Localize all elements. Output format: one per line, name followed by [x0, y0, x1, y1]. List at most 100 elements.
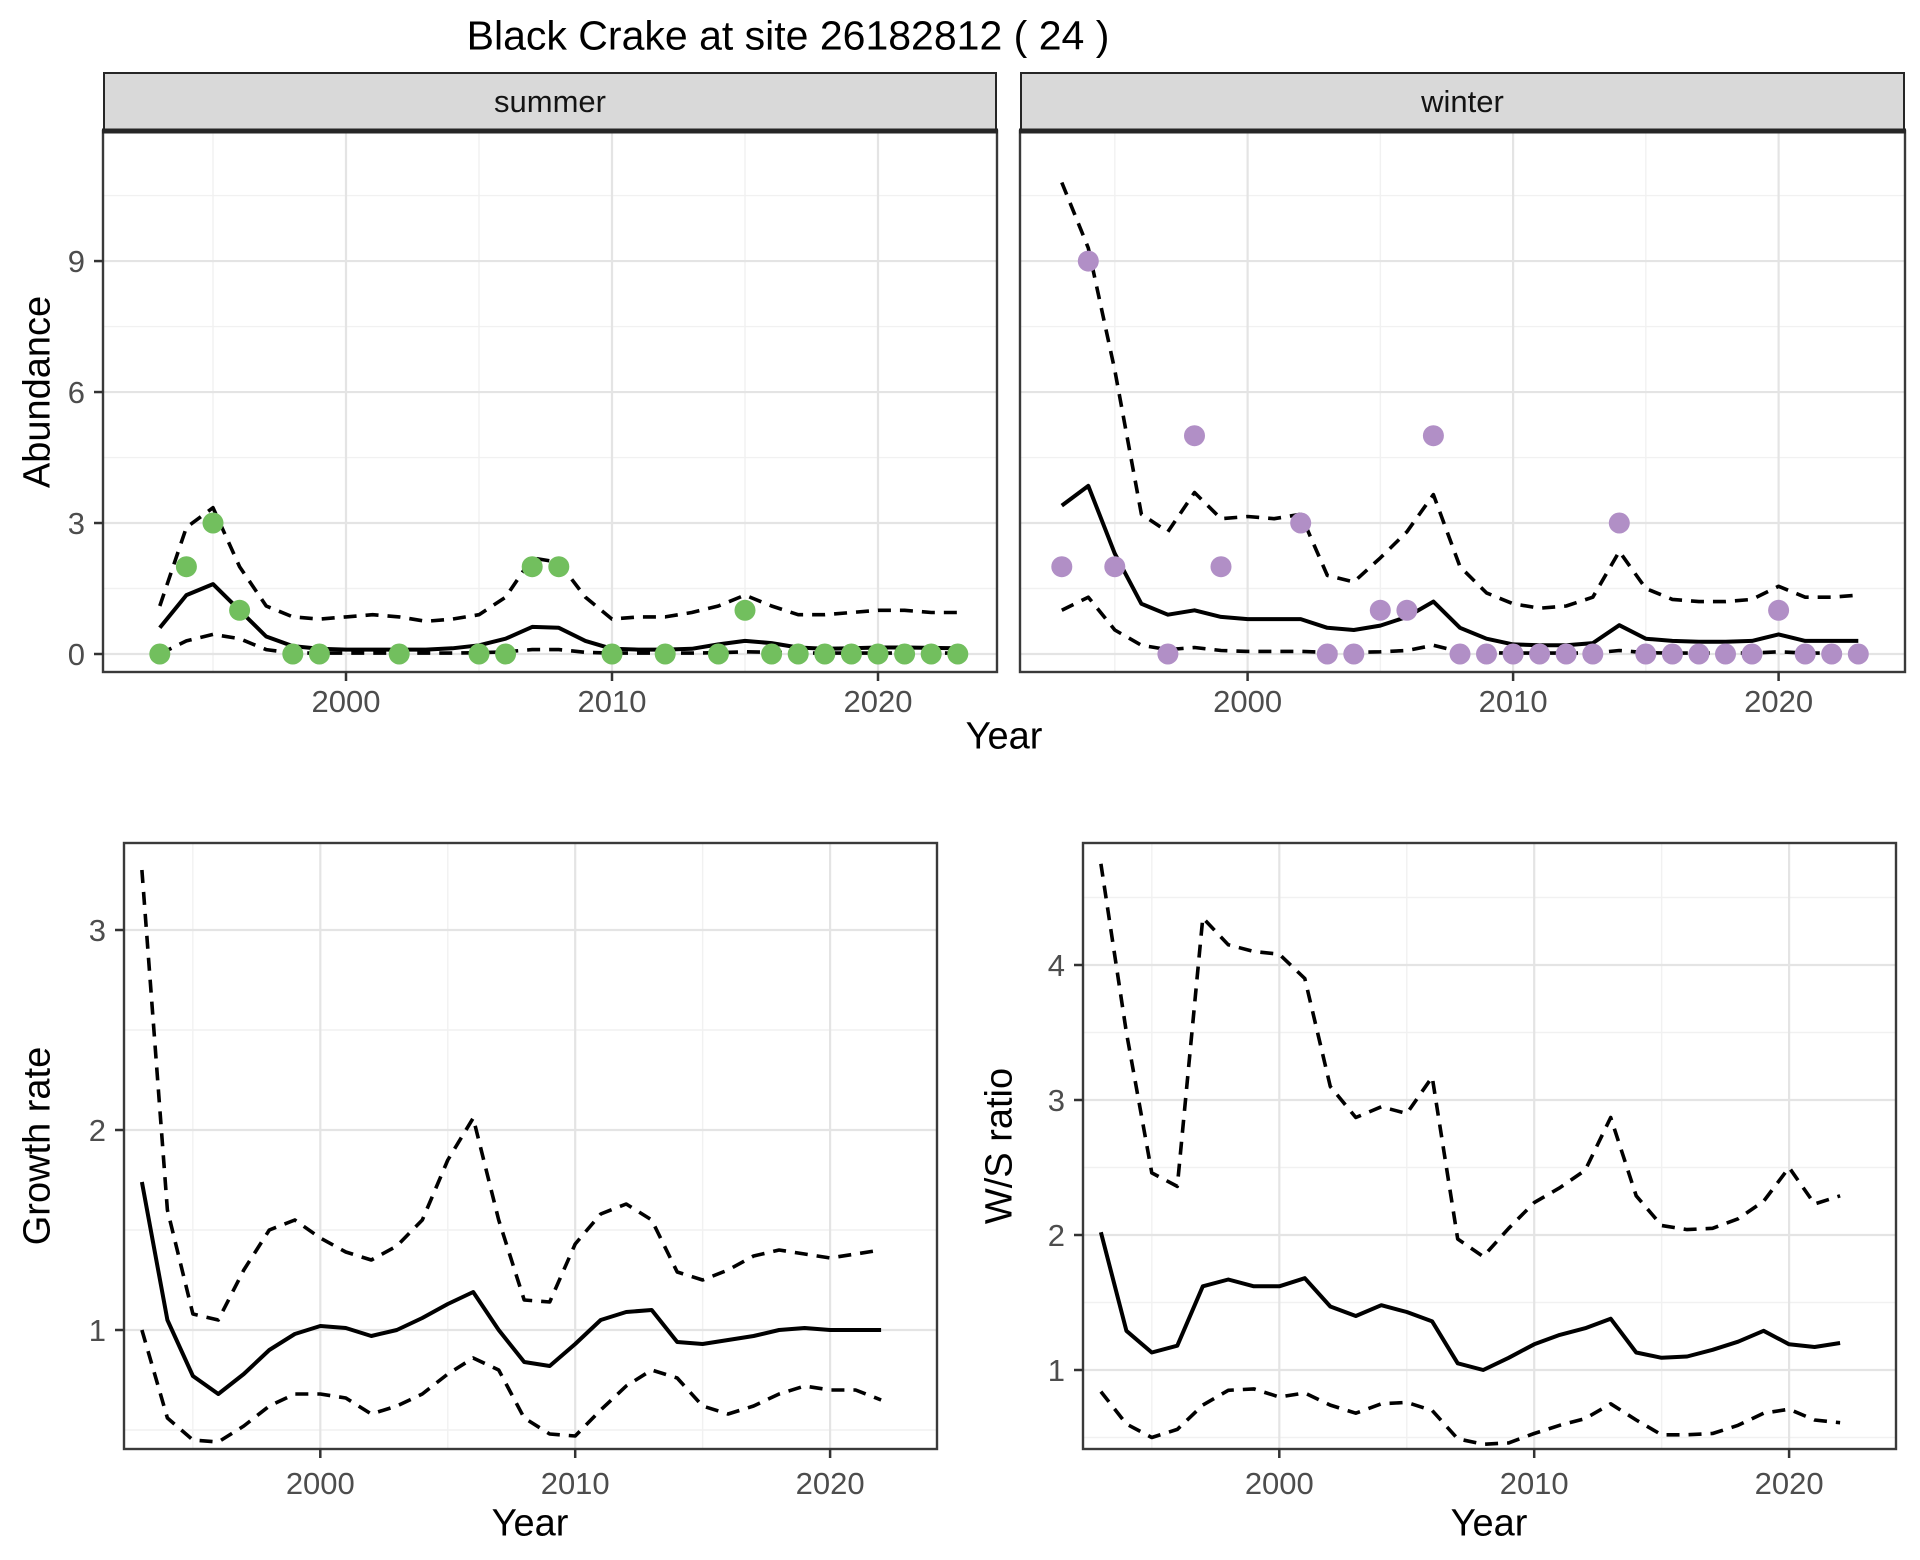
- y-tick-label: 2: [1048, 1218, 1065, 1253]
- data-point: [1396, 599, 1418, 621]
- data-point: [1768, 599, 1790, 621]
- panel-ws-ratio-ci_upper-line: [1099, 863, 1841, 1259]
- y-tick-label: 4: [1048, 948, 1065, 983]
- data-point: [1688, 643, 1710, 665]
- data-point: [1661, 643, 1683, 665]
- data-point: [761, 643, 783, 665]
- panel-growth-rate-gridlines: [124, 843, 937, 1449]
- panel-ws-ratio-border: [1081, 841, 1898, 1451]
- data-point: [1051, 556, 1073, 578]
- x-tick-label: 2020: [796, 1466, 865, 1501]
- panel-growth-rate-ci_lower-line: [140, 1329, 882, 1444]
- data-point: [601, 643, 623, 665]
- data-point: [1077, 250, 1099, 272]
- x-tick-label: 2010: [1500, 1466, 1569, 1501]
- facet-strip-summer-label: summer: [494, 83, 606, 119]
- data-point: [1290, 512, 1312, 534]
- panel-growth-rate-axes: 2000 2010 2020 1 2 3: [89, 913, 865, 1501]
- panel-ws-ratio-series: [1098, 863, 1841, 1447]
- data-point: [548, 556, 570, 578]
- x-tick-label: 2000: [1245, 1466, 1314, 1501]
- data-point: [947, 643, 969, 665]
- x-axis-title-year-ws: Year: [1450, 1502, 1528, 1545]
- data-point: [1821, 643, 1843, 665]
- data-point: [1157, 643, 1179, 665]
- data-point: [1104, 556, 1126, 578]
- data-point: [1210, 556, 1232, 578]
- y-axis-title-growth-rate: Growth rate: [16, 1046, 59, 1246]
- y-tick-label: 3: [68, 506, 85, 541]
- data-point: [707, 643, 729, 665]
- panel-growth-rate-series: [139, 869, 882, 1444]
- panel-ws-ratio-gridlines: [1083, 843, 1896, 1449]
- data-point: [495, 643, 517, 665]
- data-point: [1608, 512, 1630, 534]
- y-axis-title-abundance: Abundance: [16, 295, 59, 489]
- x-tick-label: 2010: [578, 684, 647, 719]
- data-point: [175, 556, 197, 578]
- facet-strip-summer: summer: [103, 72, 997, 131]
- panel-growth-rate-ci_upper-line: [140, 869, 882, 1322]
- y-tick-label: 3: [89, 913, 106, 948]
- data-point: [202, 512, 224, 534]
- panel-winter-ci_upper-line: [1060, 181, 1859, 611]
- data-point: [521, 556, 543, 578]
- panel-winter-gridlines: [1020, 131, 1905, 672]
- y-tick-label: 1: [89, 1313, 106, 1348]
- y-tick-label: 1: [1048, 1353, 1065, 1388]
- data-point: [1449, 643, 1471, 665]
- x-tick-label: 2000: [1213, 684, 1282, 719]
- x-tick-label: 2020: [844, 684, 913, 719]
- data-point: [308, 643, 330, 665]
- panel-ws-ratio-median-line: [1098, 1231, 1841, 1372]
- x-tick-label: 2000: [312, 684, 381, 719]
- data-point: [1502, 643, 1524, 665]
- y-axis-title-ws-ratio: W/S ratio: [978, 1067, 1021, 1225]
- data-point: [388, 643, 410, 665]
- panel-summer: 2000 2010 2020 0 3 6 9: [68, 128, 999, 719]
- observed-counts-summer: [149, 512, 969, 665]
- x-tick-label: 2020: [1755, 1466, 1824, 1501]
- data-point: [1555, 643, 1577, 665]
- data-point: [894, 643, 916, 665]
- panel-winter-background: [1020, 131, 1905, 672]
- x-axis-title-year-top: Year: [965, 715, 1043, 758]
- page-title: Black Crake at site 26182812 ( 24 ): [466, 12, 1110, 59]
- data-point: [654, 643, 676, 665]
- data-point: [1794, 643, 1816, 665]
- x-tick-label: 2000: [286, 1466, 355, 1501]
- data-point: [282, 643, 304, 665]
- data-point: [1715, 643, 1736, 665]
- y-tick-label: 9: [68, 244, 85, 279]
- panel-summer-axes: 2000 2010 2020 0 3 6 9: [68, 244, 913, 719]
- panel-winter-median-line: [1060, 483, 1859, 648]
- facet-strip-winter: winter: [1020, 72, 1905, 131]
- data-point: [1343, 643, 1365, 665]
- data-point: [1635, 643, 1657, 665]
- data-point: [1529, 643, 1551, 665]
- data-point: [920, 643, 942, 665]
- data-point: [1422, 425, 1444, 447]
- data-point: [468, 643, 490, 665]
- panel-winter: 2000 2010 2020: [1018, 128, 1907, 719]
- y-tick-label: 3: [1048, 1083, 1065, 1118]
- panel-growth-rate-background: [124, 843, 937, 1449]
- y-tick-label: 6: [68, 375, 85, 410]
- data-point: [1847, 643, 1869, 665]
- panel-ws-ratio-ci_lower-line: [1099, 1387, 1841, 1447]
- data-point: [1369, 599, 1391, 621]
- x-tick-label: 2010: [1479, 684, 1548, 719]
- panel-summer-background: [103, 131, 997, 672]
- panel-ws-ratio: 2000 2010 2020 1 2 3 4: [1048, 841, 1898, 1501]
- data-point: [787, 643, 809, 665]
- x-tick-label: 2010: [541, 1466, 610, 1501]
- facet-strip-winter-label: winter: [1421, 83, 1504, 119]
- x-tick-label: 2020: [1744, 684, 1813, 719]
- data-point: [1582, 643, 1604, 665]
- panel-growth-rate-median-line: [139, 1181, 882, 1396]
- panel-growth-rate: 2000 2010 2020 1 2 3: [89, 841, 939, 1501]
- data-point: [1741, 643, 1763, 665]
- data-point: [1316, 643, 1338, 665]
